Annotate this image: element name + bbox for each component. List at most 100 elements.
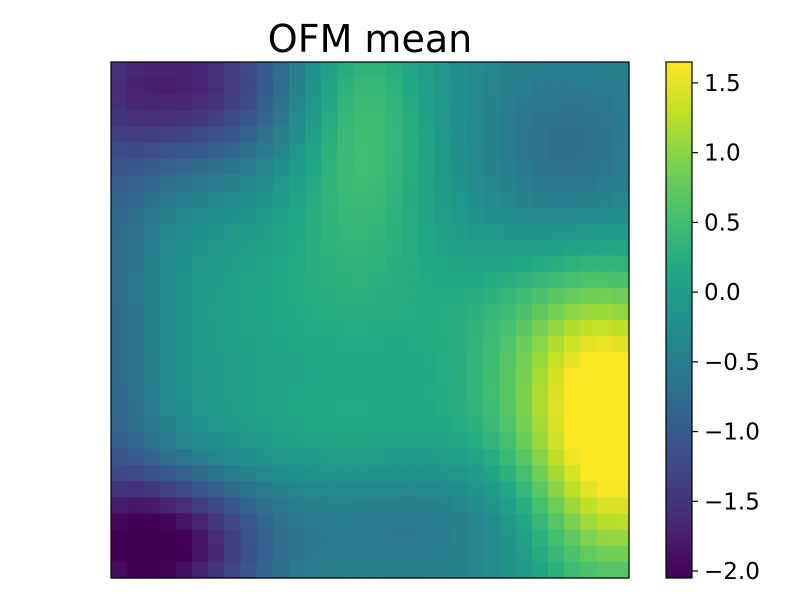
heatmap-cell <box>531 513 549 531</box>
heatmap-cell <box>450 126 468 144</box>
heatmap-cell <box>596 513 614 531</box>
heatmap-cell <box>353 545 371 563</box>
heatmap-cell <box>159 303 177 321</box>
heatmap-cell <box>434 529 452 547</box>
heatmap-cell <box>353 320 371 337</box>
heatmap-cell <box>337 94 355 111</box>
heatmap-cell <box>596 529 614 547</box>
heatmap-cell <box>208 352 225 369</box>
heatmap-cell <box>483 62 501 79</box>
heatmap-cell <box>111 255 128 273</box>
heatmap-cell <box>580 449 598 466</box>
heatmap-cell <box>467 62 484 79</box>
heatmap-cell <box>191 336 209 353</box>
heatmap-cell <box>175 142 193 160</box>
heatmap-cell <box>272 142 290 160</box>
colorbar-tick-label: 1.0 <box>704 141 741 167</box>
heatmap-cell <box>143 191 161 208</box>
heatmap-cell <box>450 481 468 498</box>
heatmap-cell <box>386 174 403 192</box>
heatmap-cell <box>191 223 209 240</box>
heatmap-cell <box>337 303 355 321</box>
heatmap-cell <box>289 465 306 482</box>
heatmap-cell <box>208 400 225 418</box>
heatmap-cell <box>370 142 387 160</box>
heatmap-cell <box>321 287 339 305</box>
heatmap-cell <box>159 62 177 79</box>
heatmap-cell <box>467 400 484 418</box>
heatmap-cell <box>111 529 128 547</box>
heatmap-cell <box>208 481 225 498</box>
heatmap-cell <box>224 416 242 434</box>
heatmap-cell <box>289 497 306 515</box>
heatmap-cell <box>337 481 355 498</box>
heatmap-cell <box>305 271 323 289</box>
heatmap-cell <box>434 416 452 434</box>
heatmap-cell <box>127 465 144 482</box>
heatmap-cell <box>256 271 274 289</box>
heatmap-cell <box>208 320 225 337</box>
heatmap-cell <box>450 207 468 224</box>
heatmap-cell <box>289 158 306 176</box>
heatmap-cell <box>337 287 355 305</box>
heatmap-cell <box>402 126 420 144</box>
heatmap-cell <box>175 368 193 386</box>
heatmap-cell <box>450 545 468 563</box>
heatmap-cell <box>143 110 161 128</box>
heatmap-cell <box>321 352 339 369</box>
heatmap-cell <box>386 465 403 482</box>
heatmap-cell <box>191 513 209 531</box>
heatmap-cell <box>175 465 193 482</box>
heatmap-cell <box>515 287 533 305</box>
heatmap-cell <box>450 94 468 111</box>
heatmap-cell <box>548 497 565 515</box>
heatmap-cell <box>191 126 209 144</box>
heatmap-cell <box>612 158 630 176</box>
heatmap-cell <box>337 352 355 369</box>
heatmap-cell <box>548 432 565 450</box>
heatmap-cell <box>208 158 225 176</box>
heatmap-cell <box>467 303 484 321</box>
heatmap-cell <box>402 271 420 289</box>
heatmap-cell <box>612 303 630 321</box>
heatmap-cell <box>450 368 468 386</box>
heatmap-cell <box>370 416 387 434</box>
heatmap-cell <box>143 207 161 224</box>
heatmap-cell <box>418 303 436 321</box>
heatmap-cell <box>143 400 161 418</box>
heatmap-cell <box>256 432 274 450</box>
heatmap-cell <box>111 513 128 531</box>
heatmap-cell <box>272 449 290 466</box>
heatmap-cell <box>386 561 403 579</box>
heatmap-cell <box>143 126 161 144</box>
heatmap-cell <box>548 513 565 531</box>
heatmap-cell <box>499 94 517 111</box>
heatmap-cell <box>143 62 161 79</box>
heatmap-cell <box>564 368 582 386</box>
colorbar <box>666 62 692 578</box>
heatmap-cell <box>305 62 323 79</box>
heatmap-cell <box>499 336 517 353</box>
heatmap-cell <box>612 416 630 434</box>
heatmap-cell <box>159 561 177 579</box>
heatmap-cell <box>467 223 484 240</box>
heatmap-cell <box>272 336 290 353</box>
heatmap-cell <box>127 255 144 273</box>
heatmap-cell <box>612 126 630 144</box>
heatmap-cell <box>596 416 614 434</box>
heatmap-cell <box>450 561 468 579</box>
heatmap-cell <box>612 78 630 95</box>
heatmap-cell <box>208 303 225 321</box>
heatmap-cell <box>289 142 306 160</box>
heatmap-cell <box>111 78 128 95</box>
heatmap-cell <box>580 545 598 563</box>
heatmap-cell <box>208 497 225 515</box>
heatmap-cell <box>434 110 452 128</box>
heatmap-cell <box>353 142 371 160</box>
heatmap-cell <box>321 271 339 289</box>
heatmap-cell <box>467 545 484 563</box>
heatmap-cell <box>224 158 242 176</box>
heatmap-cell <box>127 545 144 563</box>
heatmap-cell <box>321 223 339 240</box>
